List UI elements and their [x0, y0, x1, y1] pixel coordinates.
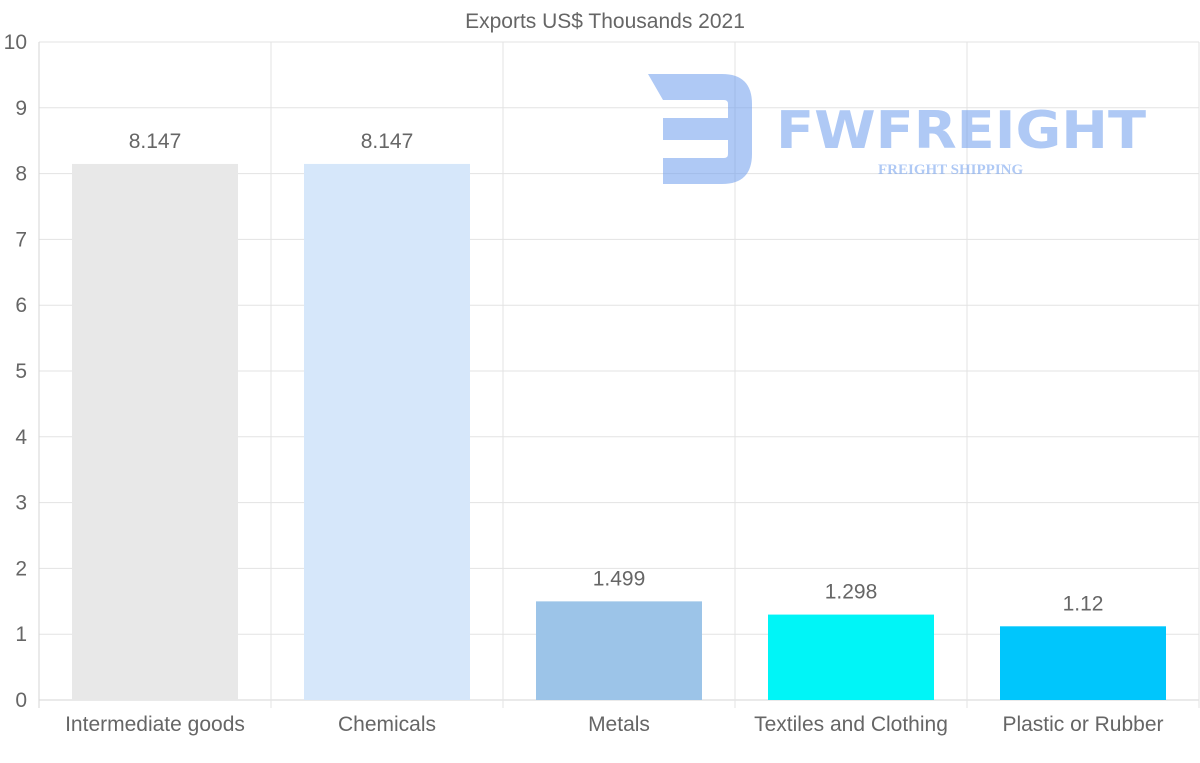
y-tick-label: 9 — [15, 97, 27, 120]
y-tick-label: 10 — [4, 31, 27, 54]
axes: 0 1 2 3 4 5 6 7 8 9 10 Intermediate goods Chemicals M… — [4, 31, 1164, 736]
bar-plastic-or-rubber — [1000, 626, 1166, 700]
x-tick-label: Plastic or Rubber — [1002, 713, 1163, 736]
watermark-mark-icon — [648, 74, 752, 184]
x-tick-label: Metals — [588, 713, 650, 736]
bar-chemicals — [304, 163, 470, 701]
watermark-brand: FWFREIGHT — [776, 101, 1147, 161]
data-labels: 8.147 8.147 1.499 1.298 1.12 — [129, 130, 1104, 615]
bar-intermediate-goods — [72, 163, 238, 701]
data-label: 1.12 — [1063, 592, 1104, 615]
data-label: 1.499 — [593, 567, 646, 590]
chart-title: Exports US$ Thousands 2021 — [465, 10, 745, 33]
y-tick-label: 1 — [15, 623, 27, 646]
data-label: 1.298 — [825, 581, 878, 604]
y-tick-label: 6 — [15, 294, 27, 317]
y-tick-label: 8 — [15, 163, 27, 186]
y-tick-label: 3 — [15, 492, 27, 515]
x-tick-label: Chemicals — [338, 713, 436, 736]
bars — [72, 163, 1166, 701]
data-label: 8.147 — [129, 130, 182, 153]
y-tick-label: 0 — [15, 689, 27, 712]
bar-textiles-and-clothing — [768, 614, 934, 700]
y-tick-label: 7 — [15, 228, 27, 251]
x-tick-label: Textiles and Clothing — [754, 713, 948, 736]
watermark-tagline: FREIGHT SHIPPING — [878, 162, 1023, 178]
bar-metals — [536, 601, 702, 700]
watermark-logo: FWFREIGHT FREIGHT SHIPPING — [648, 74, 1147, 184]
x-tick-label: Intermediate goods — [65, 713, 245, 736]
y-tick-label: 4 — [15, 426, 27, 449]
y-tick-label: 5 — [15, 360, 27, 383]
y-tick-label: 2 — [15, 557, 27, 580]
data-label: 8.147 — [361, 130, 414, 153]
